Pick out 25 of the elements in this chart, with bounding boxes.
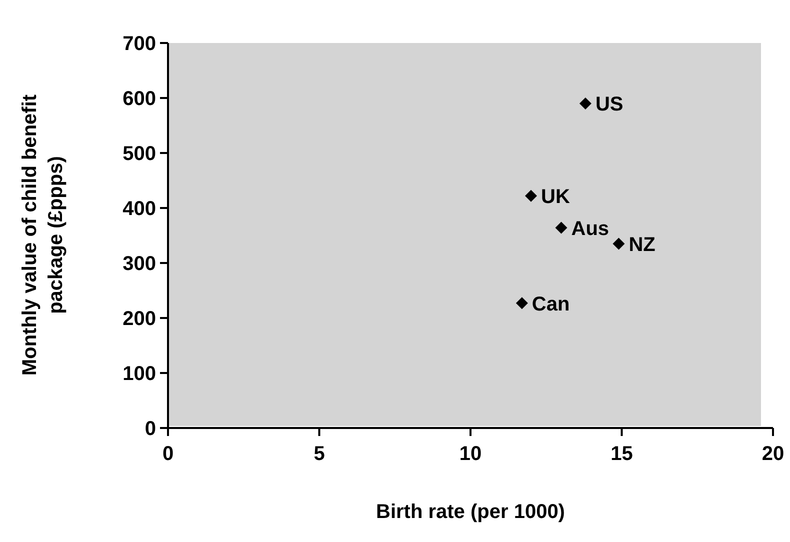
y-tick-label: 600 — [122, 88, 156, 110]
point — [612, 238, 625, 250]
y-tick-label: 100 — [122, 363, 156, 386]
point — [525, 190, 537, 202]
y-tick-label: 0 — [144, 418, 156, 440]
y-tick-label: 200 — [122, 308, 156, 330]
y-tick-label: 400 — [122, 198, 156, 220]
annotation: US — [595, 94, 624, 116]
x-tick-label: 5 — [314, 443, 325, 466]
annotation: UK — [541, 186, 570, 208]
point — [579, 98, 592, 110]
x-tick-label: 20 — [762, 443, 784, 466]
x-tick-label: 0 — [162, 443, 174, 466]
y-tick-label: 700 — [122, 33, 156, 56]
annotation: Aus — [571, 218, 610, 240]
annotation: NZ — [628, 234, 656, 256]
x-tick-label: 15 — [610, 443, 633, 466]
point — [555, 222, 568, 234]
annotation: Can — [532, 293, 570, 316]
y-tick-label: 300 — [122, 253, 156, 276]
x-tick-label: 10 — [459, 443, 482, 466]
point — [516, 297, 528, 310]
y-axis-title: Monthly value of child benefit package (£ppps) — [18, 93, 68, 378]
x-axis-title: Birth rate (per 1000) — [376, 501, 565, 523]
y-tick-label: 500 — [122, 143, 156, 166]
